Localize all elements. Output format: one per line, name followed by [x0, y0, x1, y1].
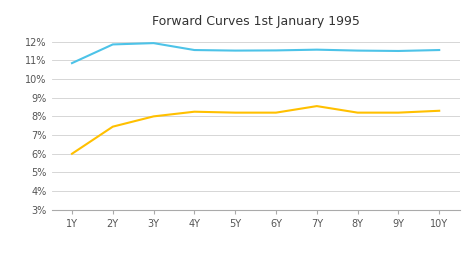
Italy — [232, 49, 238, 52]
Italy — [273, 49, 279, 52]
Italy — [192, 48, 197, 52]
Line: Italy: Italy — [72, 43, 439, 63]
Italy — [69, 62, 75, 65]
Title: Forward Curves 1st January 1995: Forward Curves 1st January 1995 — [151, 15, 360, 28]
Germany — [110, 125, 116, 128]
Germany — [151, 115, 156, 118]
Line: Germany: Germany — [72, 106, 439, 154]
Italy — [395, 49, 401, 52]
Italy — [314, 48, 320, 51]
Italy — [355, 49, 360, 52]
Italy — [436, 48, 442, 52]
Germany — [395, 111, 401, 114]
Germany — [232, 111, 238, 114]
Germany — [273, 111, 279, 114]
Germany — [192, 110, 197, 113]
Germany — [314, 104, 320, 108]
Italy — [110, 43, 116, 46]
Germany — [436, 109, 442, 112]
Italy — [151, 41, 156, 45]
Germany — [69, 152, 75, 155]
Germany — [355, 111, 360, 114]
